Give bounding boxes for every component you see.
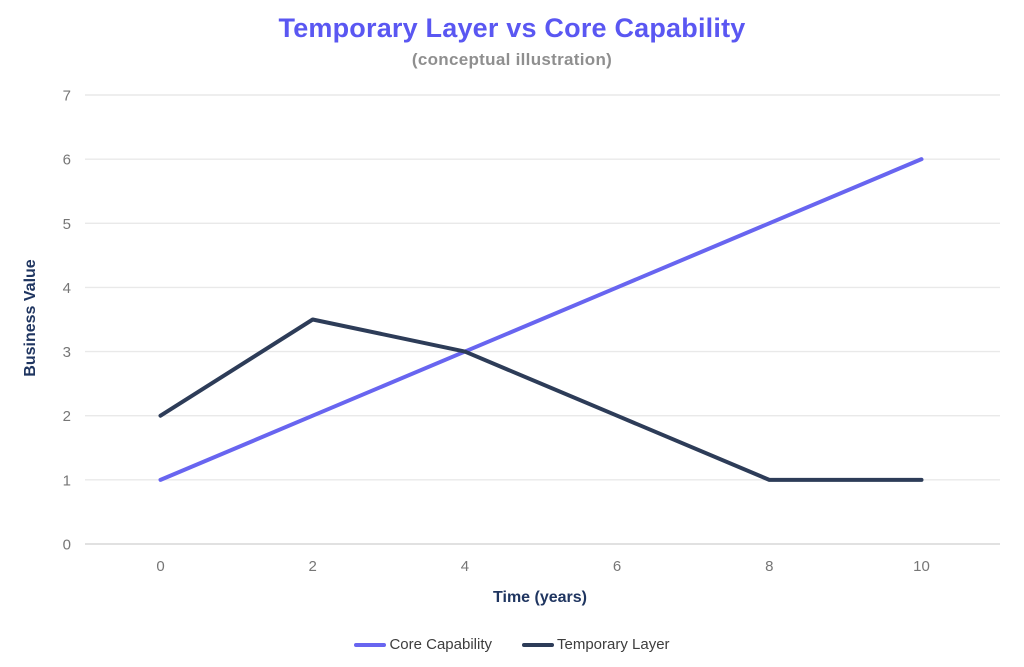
- x-tick-label-10: 10: [913, 558, 930, 575]
- legend: Core Capability Temporary Layer: [0, 636, 1024, 653]
- y-tick-label-7: 7: [63, 87, 71, 104]
- x-tick-label-4: 4: [461, 558, 469, 575]
- y-tick-label-2: 2: [63, 408, 71, 425]
- chart-subtitle: (conceptual illustration): [411, 50, 613, 69]
- series-line-core-capability: [158, 157, 924, 482]
- legend-line-swatch: [354, 642, 387, 647]
- legend-item-temporary-layer: Temporary Layer: [522, 636, 670, 653]
- y-tick-label-5: 5: [63, 216, 71, 233]
- y-tick-label-1: 1: [63, 472, 71, 489]
- legend-label: Core Capability: [389, 636, 492, 653]
- legend-label: Temporary Layer: [557, 636, 670, 653]
- y-tick-label-0: 0: [63, 537, 71, 554]
- y-tick-label-6: 6: [63, 152, 71, 169]
- series-line-temporary-layer: [158, 317, 924, 482]
- x-axis-title: Time (years): [493, 589, 587, 606]
- legend-item-core-capability: Core Capability: [354, 636, 492, 653]
- x-tick-label-8: 8: [765, 558, 773, 575]
- x-tick-label-0: 0: [156, 558, 164, 575]
- x-tick-label-6: 6: [613, 558, 621, 575]
- legend-line-swatch: [522, 642, 554, 647]
- y-tick-label-4: 4: [63, 280, 71, 297]
- x-tick-label-2: 2: [309, 558, 317, 575]
- chart-title: Temporary Layer vs Core Capability: [278, 13, 746, 43]
- y-tick-label-3: 3: [63, 344, 71, 361]
